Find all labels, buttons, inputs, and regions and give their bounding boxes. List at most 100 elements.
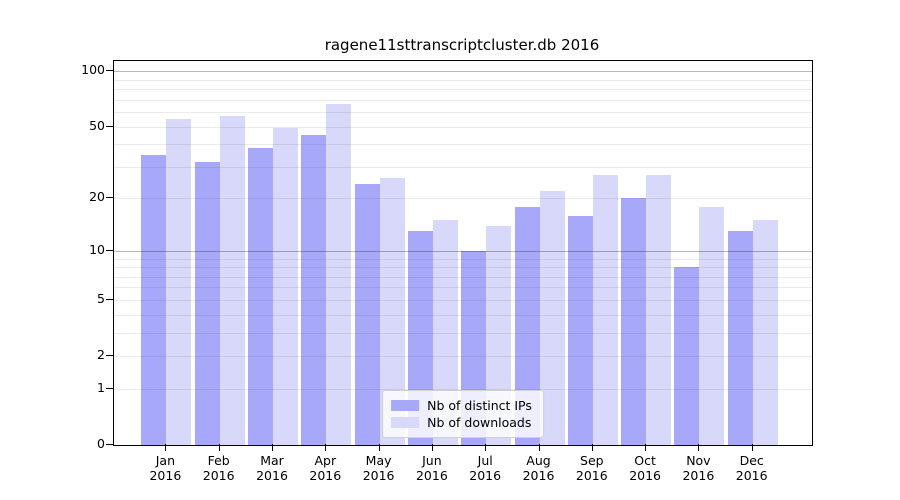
gridline-y-60 bbox=[114, 112, 812, 113]
y-tick-label-50: 50 bbox=[89, 117, 105, 133]
x-tick-year: 2016 bbox=[256, 468, 288, 483]
bar-distinct-ips-nov bbox=[674, 267, 700, 445]
gridline-y-100 bbox=[114, 71, 812, 73]
x-tick-label-may: May 2016 bbox=[339, 453, 419, 483]
x-tick-year: 2016 bbox=[415, 468, 448, 483]
x-tick-year: 2016 bbox=[362, 468, 395, 483]
y-tick-mark-100 bbox=[106, 70, 113, 72]
gridline-y-70 bbox=[114, 99, 812, 101]
x-tick-year: 2016 bbox=[202, 468, 235, 483]
x-tick-year: 2016 bbox=[629, 468, 661, 483]
x-tick-year: 2016 bbox=[735, 468, 768, 483]
x-tick-month: Mar bbox=[260, 453, 284, 468]
legend-label-downloads: Nb of downloads bbox=[427, 415, 532, 430]
x-tick-month: Apr bbox=[314, 453, 337, 468]
x-tick-month: Dec bbox=[739, 453, 764, 468]
y-tick-mark-2 bbox=[106, 355, 113, 356]
bar-downloads-dec bbox=[752, 220, 778, 445]
y-tick-label-100: 100 bbox=[81, 62, 105, 78]
x-tick-year: 2016 bbox=[682, 468, 715, 483]
legend-item-distinct-ips: Nb of distinct IPs bbox=[391, 398, 532, 413]
plot-area: Nb of distinct IPs Nb of downloads bbox=[113, 60, 813, 446]
x-tick-year: 2016 bbox=[469, 468, 502, 483]
x-tick-label-jul: Jul 2016 bbox=[445, 453, 525, 483]
x-tick-label-mar: Mar 2016 bbox=[232, 453, 312, 483]
chart-title: ragene11sttranscriptcluster.db 2016 bbox=[324, 36, 600, 54]
x-tick-mark-aug bbox=[538, 444, 540, 451]
bar-downloads-nov bbox=[699, 206, 725, 445]
x-tick-label-aug: Aug 2016 bbox=[499, 453, 579, 483]
bar-distinct-ips-jan bbox=[141, 154, 167, 445]
y-tick-mark-1 bbox=[106, 387, 113, 389]
x-tick-mark-jan bbox=[165, 444, 167, 451]
bar-downloads-feb bbox=[219, 116, 245, 445]
x-tick-mark-feb bbox=[218, 444, 220, 451]
x-tick-month: Jan bbox=[155, 453, 176, 468]
gridline-y-50 bbox=[114, 126, 812, 128]
x-tick-year: 2016 bbox=[309, 468, 342, 483]
y-tick-mark-0 bbox=[106, 444, 113, 445]
bar-downloads-jan bbox=[166, 118, 192, 445]
gridline-y-9 bbox=[114, 258, 812, 260]
legend-swatch-distinct-ips bbox=[391, 400, 420, 411]
gridline-y-90 bbox=[114, 79, 812, 81]
bar-downloads-sep bbox=[592, 175, 618, 445]
y-tick-label-20: 20 bbox=[89, 189, 105, 205]
y-tick-label-2: 2 bbox=[97, 347, 105, 362]
bar-distinct-ips-may bbox=[354, 184, 380, 445]
gridline-y-10 bbox=[114, 250, 812, 252]
y-tick-mark-10 bbox=[106, 249, 113, 251]
x-tick-label-sep: Sep 2016 bbox=[552, 453, 632, 483]
x-tick-year: 2016 bbox=[575, 468, 608, 483]
y-tick-mark-50 bbox=[106, 125, 113, 127]
gridline-y-7 bbox=[114, 276, 812, 278]
legend-item-downloads: Nb of downloads bbox=[391, 415, 532, 430]
x-tick-month: Jul bbox=[477, 453, 493, 468]
x-tick-month: Feb bbox=[207, 453, 230, 468]
y-tick-mark-20 bbox=[106, 197, 113, 199]
gridline-y-80 bbox=[114, 89, 812, 90]
y-tick-label-0: 0 bbox=[97, 436, 105, 451]
bar-downloads-mar bbox=[273, 128, 298, 445]
legend: Nb of distinct IPs Nb of downloads bbox=[382, 390, 544, 438]
x-tick-label-oct: Oct 2016 bbox=[605, 453, 685, 483]
x-tick-label-dec: Dec 2016 bbox=[712, 453, 792, 483]
x-tick-month: Sep bbox=[580, 453, 604, 468]
gridline-y-30 bbox=[114, 166, 812, 168]
x-tick-mark-jun bbox=[431, 444, 433, 451]
x-tick-mark-oct bbox=[645, 444, 647, 451]
bar-distinct-ips-sep bbox=[567, 215, 593, 445]
bar-downloads-oct bbox=[646, 175, 672, 445]
gridline-y-8 bbox=[114, 267, 812, 268]
gridline-y-6 bbox=[114, 287, 812, 289]
x-tick-mark-dec bbox=[751, 444, 753, 451]
x-tick-year: 2016 bbox=[522, 468, 555, 483]
bar-distinct-ips-apr bbox=[301, 134, 327, 445]
x-tick-mark-nov bbox=[698, 444, 700, 451]
x-tick-year: 2016 bbox=[149, 468, 182, 483]
x-tick-mark-may bbox=[378, 444, 380, 451]
x-tick-mark-sep bbox=[591, 444, 593, 451]
x-tick-label-feb: Feb 2016 bbox=[179, 453, 259, 483]
x-tick-mark-mar bbox=[272, 444, 273, 451]
gridline-y-5 bbox=[114, 299, 812, 301]
x-tick-label-apr: Apr 2016 bbox=[285, 453, 365, 483]
gridline-y-20 bbox=[114, 198, 812, 200]
bar-distinct-ips-oct bbox=[621, 198, 647, 445]
x-tick-month: Aug bbox=[526, 453, 551, 468]
y-tick-label-5: 5 bbox=[97, 290, 105, 306]
x-tick-month: Jun bbox=[422, 453, 442, 468]
bar-downloads-apr bbox=[326, 104, 352, 445]
y-tick-mark-5 bbox=[106, 298, 113, 300]
x-tick-month: May bbox=[365, 453, 392, 468]
legend-label-distinct-ips: Nb of distinct IPs bbox=[427, 398, 532, 413]
x-tick-mark-apr bbox=[325, 444, 327, 451]
x-tick-label-jan: Jan 2016 bbox=[125, 453, 205, 483]
bar-distinct-ips-dec bbox=[727, 231, 753, 445]
x-tick-month: Oct bbox=[634, 453, 656, 468]
legend-swatch-downloads bbox=[391, 417, 420, 428]
x-tick-mark-jul bbox=[485, 444, 487, 451]
gridline-y-4 bbox=[114, 314, 812, 316]
gridline-y-3 bbox=[114, 332, 812, 334]
